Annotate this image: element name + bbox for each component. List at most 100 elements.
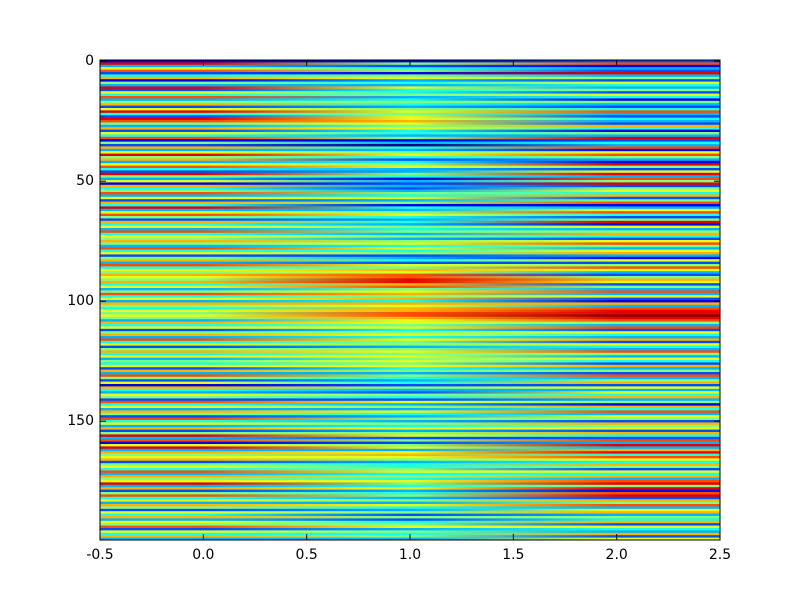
heatmap-row	[100, 280, 720, 284]
heatmap-row	[100, 168, 720, 171]
heatmap-row	[100, 172, 720, 176]
heatmap-row	[100, 115, 720, 118]
heatmap-row	[100, 100, 720, 104]
heatmap-row	[100, 348, 720, 351]
heatmap-row	[100, 350, 720, 354]
heatmap-row	[100, 192, 720, 195]
heatmap-row	[100, 489, 720, 493]
heatmap-row	[100, 412, 720, 416]
heatmap-row	[100, 127, 720, 130]
heatmap-row	[100, 122, 720, 126]
heatmap-row	[100, 204, 720, 207]
heatmap-row	[100, 218, 720, 222]
heatmap-row	[100, 175, 720, 178]
heatmap-row	[100, 463, 720, 466]
heatmap-row	[100, 199, 720, 202]
heatmap-row	[100, 160, 720, 164]
heatmap-row	[100, 336, 720, 339]
heatmap-row	[100, 81, 720, 85]
heatmap-row	[100, 165, 720, 169]
heatmap-row	[100, 261, 720, 265]
heatmap-row	[100, 91, 720, 94]
heatmap-row	[100, 504, 720, 507]
heatmap-row	[100, 391, 720, 394]
y-tick-label: 100	[67, 293, 94, 309]
heatmap-row	[100, 148, 720, 152]
heatmap-row	[100, 338, 720, 342]
heatmap-row	[100, 324, 720, 327]
heatmap-row	[100, 369, 720, 373]
heatmap-row	[100, 273, 720, 277]
heatmap-row	[100, 244, 720, 248]
heatmap-row	[100, 355, 720, 358]
y-tick-label: 0	[85, 53, 94, 69]
heatmap-row	[100, 230, 720, 234]
heatmap-row	[100, 93, 720, 97]
heatmap	[100, 60, 720, 541]
heatmap-row	[100, 237, 720, 241]
heatmap-row	[100, 384, 720, 387]
heatmap-row	[100, 235, 720, 238]
heatmap-row	[100, 302, 720, 306]
heatmap-row	[100, 213, 720, 217]
heatmap-row	[100, 475, 720, 478]
heatmap-row	[100, 268, 720, 272]
heatmap-row	[100, 530, 720, 534]
heatmap-row	[100, 364, 720, 368]
heatmap-row	[100, 326, 720, 330]
heatmap-row	[100, 146, 720, 150]
heatmap-row	[100, 105, 720, 109]
heatmap-row	[100, 436, 720, 440]
heatmap-row	[100, 108, 720, 111]
heatmap-row	[100, 446, 720, 450]
heatmap-row	[100, 180, 720, 183]
heatmap-row	[100, 333, 720, 337]
heatmap-row	[100, 206, 720, 210]
heatmap-row	[100, 501, 720, 505]
heatmap-row	[100, 460, 720, 464]
heatmap-row	[100, 410, 720, 414]
heatmap-row	[100, 86, 720, 90]
heatmap-row	[100, 393, 720, 397]
heatmap-row	[100, 271, 720, 274]
heatmap-row	[100, 141, 720, 145]
heatmap-row	[100, 64, 720, 68]
heatmap-row	[100, 458, 720, 462]
heatmap-row	[100, 182, 720, 186]
heatmap-row	[100, 158, 720, 162]
heatmap-row	[100, 331, 720, 334]
heatmap-row	[100, 424, 720, 428]
heatmap-row	[100, 84, 720, 87]
heatmap-row	[100, 456, 720, 459]
heatmap-row	[100, 379, 720, 382]
heatmap-row	[100, 124, 720, 128]
heatmap-row	[100, 386, 720, 390]
heatmap-row	[100, 129, 720, 133]
heatmap-row	[100, 136, 720, 140]
heatmap-row	[100, 357, 720, 361]
heatmap-row	[100, 144, 720, 147]
heatmap-row	[100, 309, 720, 313]
heatmap-row	[100, 516, 720, 519]
heatmap-row	[100, 417, 720, 421]
heatmap-row	[100, 117, 720, 121]
heatmap-row	[100, 266, 720, 270]
heatmap-row	[100, 264, 720, 267]
heatmap-row	[100, 88, 720, 92]
heatmap-row	[100, 343, 720, 346]
heatmap-row	[100, 285, 720, 289]
heatmap-row	[100, 208, 720, 212]
heatmap-row	[100, 177, 720, 181]
heatmap-row	[100, 484, 720, 488]
heatmap-row	[100, 256, 720, 260]
heatmap-row	[100, 403, 720, 406]
heatmap-row	[100, 415, 720, 418]
heatmap-row	[100, 405, 720, 409]
heatmap-row	[100, 381, 720, 385]
heatmap-row	[100, 511, 720, 514]
heatmap-row	[100, 240, 720, 243]
heatmap-row	[100, 525, 720, 529]
heatmap-row	[100, 98, 720, 102]
heatmap-row	[100, 103, 720, 106]
